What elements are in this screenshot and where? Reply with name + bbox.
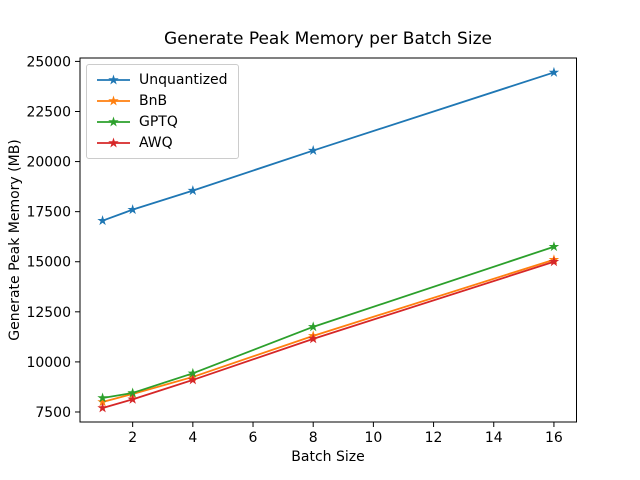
series-marker-unquantized (307, 145, 319, 155)
series-marker-awq (187, 374, 199, 385)
series-marker-unquantized (97, 215, 108, 226)
y-tick-label: 20000 (26, 155, 71, 171)
y-tick-label: 12500 (26, 305, 71, 321)
y-tick-label: 10000 (26, 355, 71, 371)
legend-label-gptq: GPTQ (139, 114, 178, 130)
legend-sample-star-icon (108, 137, 119, 148)
y-tick-label: 15000 (26, 255, 71, 271)
legend-label-bnb: BnB (139, 93, 168, 109)
legend-label-awq: AWQ (139, 135, 173, 151)
series-marker-awq (307, 333, 319, 344)
series-marker-gptq (548, 241, 560, 252)
legend-item-unquantized: Unquantized (97, 71, 228, 89)
legend-line-sample-awq (97, 137, 130, 148)
axes-spines (79, 57, 577, 423)
x-axis-label: Batch Size (291, 449, 365, 465)
legend-item-bnb: BnB (97, 92, 228, 110)
chart-title: Generate Peak Memory per Batch Size (164, 29, 492, 49)
legend-sample-star-icon (108, 116, 119, 127)
x-tick-label: 16 (545, 430, 563, 446)
legend-label-unquantized: Unquantized (139, 72, 228, 88)
series-marker-unquantized (127, 204, 138, 215)
x-tick-label: 10 (364, 430, 382, 446)
series-line-gptq (102, 245, 555, 399)
series-marker-unquantized (548, 66, 560, 77)
x-tick-label: 8 (309, 430, 318, 446)
y-tick-label: 17500 (26, 205, 71, 221)
series-marker-gptq (307, 321, 319, 332)
legend-line-sample-gptq (97, 116, 130, 127)
legend-sample-star-icon (108, 74, 119, 85)
legend-item-awq: AWQ (97, 134, 228, 152)
x-tick-label: 6 (249, 430, 258, 446)
legend-sample-star-icon (108, 95, 119, 106)
series-line-awq (102, 260, 555, 409)
series-marker-awq (97, 402, 108, 413)
series-marker-gptq (127, 387, 138, 398)
y-axis-label: Generate Peak Memory (MB) (7, 139, 23, 341)
x-tick-label: 14 (485, 430, 503, 446)
x-tick-label: 4 (188, 430, 197, 446)
legend-line-sample-bnb (97, 95, 130, 106)
x-tick-label: 2 (128, 430, 137, 446)
series-marker-gptq (97, 392, 108, 403)
series-marker-bnb (97, 396, 108, 407)
y-tick-label: 7500 (35, 405, 71, 421)
series-marker-unquantized (187, 185, 199, 196)
y-tick-label: 22500 (26, 104, 71, 120)
series-marker-awq (548, 256, 560, 267)
legend-line-sample-unquantized (97, 74, 130, 85)
legend-item-gptq: GPTQ (97, 113, 228, 131)
legend: Unquantized BnB GPTQ AWQ (86, 64, 239, 159)
x-tick-label: 12 (425, 430, 443, 446)
series-marker-awq (127, 393, 138, 404)
y-tick-label: 25000 (26, 54, 71, 70)
series-marker-gptq (187, 367, 199, 378)
